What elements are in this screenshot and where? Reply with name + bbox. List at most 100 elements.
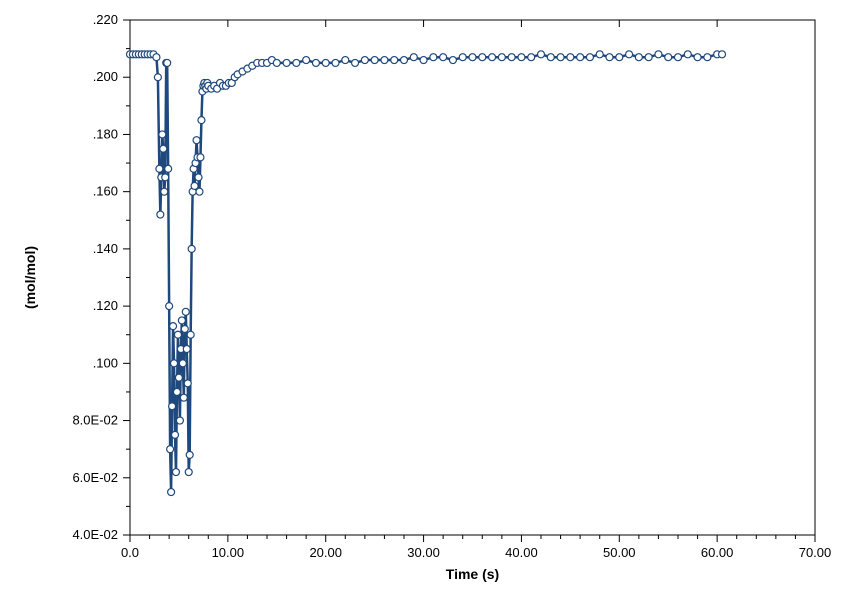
series-marker [694, 54, 701, 61]
series-marker [489, 54, 496, 61]
x-tick-label: 60.00 [701, 545, 734, 560]
series-marker [430, 54, 437, 61]
series-marker [635, 54, 642, 61]
series-marker [183, 346, 190, 353]
series-marker [528, 54, 535, 61]
series-marker [655, 51, 662, 58]
series-marker [381, 57, 388, 64]
series-marker [312, 59, 319, 66]
series-marker [449, 57, 456, 64]
series-marker [197, 154, 204, 161]
chart-svg: 0.010.0020.0030.0040.0050.0060.0070.004.… [0, 0, 864, 608]
series-marker [178, 317, 185, 324]
series-marker [156, 165, 163, 172]
series-marker [179, 360, 186, 367]
series-marker [161, 188, 168, 195]
series-marker [479, 54, 486, 61]
plot-border [130, 20, 815, 535]
x-tick-label: 30.00 [407, 545, 440, 560]
series-marker [293, 59, 300, 66]
series-marker [182, 308, 189, 315]
x-tick-label: 50.00 [603, 545, 636, 560]
series-marker [171, 360, 178, 367]
y-tick-label: .140 [93, 241, 118, 256]
y-tick-label: .220 [93, 12, 118, 27]
y-axis-label: (mol/mol) [22, 246, 38, 309]
y-tick-label: .100 [93, 355, 118, 370]
series-marker [168, 489, 175, 496]
series-marker [195, 174, 202, 181]
series-marker [166, 303, 173, 310]
series-marker [181, 326, 188, 333]
series-marker [186, 451, 193, 458]
series-marker [159, 131, 166, 138]
series-marker [283, 59, 290, 66]
series-marker [665, 54, 672, 61]
series-marker [719, 51, 726, 58]
series-marker [469, 54, 476, 61]
series-marker [332, 59, 339, 66]
series-marker [498, 54, 505, 61]
y-tick-label: 6.0E-02 [72, 470, 118, 485]
series-marker [616, 54, 623, 61]
series-marker [420, 57, 427, 64]
series-marker [567, 54, 574, 61]
series-marker [440, 54, 447, 61]
series-marker [176, 417, 183, 424]
series-marker [165, 165, 172, 172]
series-marker [518, 54, 525, 61]
series-marker [704, 54, 711, 61]
series-line [130, 54, 722, 492]
series-marker [410, 54, 417, 61]
y-tick-label: .160 [93, 184, 118, 199]
x-tick-label: 70.00 [799, 545, 832, 560]
series-marker [174, 331, 181, 338]
series-marker [596, 51, 603, 58]
y-tick-label: .180 [93, 126, 118, 141]
series-marker [401, 57, 408, 64]
series-marker [352, 59, 359, 66]
series-marker [167, 446, 174, 453]
series-marker [164, 59, 171, 66]
series-marker [303, 57, 310, 64]
series-marker [180, 394, 187, 401]
series-marker [198, 117, 205, 124]
series-marker [196, 188, 203, 195]
series-marker [577, 54, 584, 61]
series-marker [675, 54, 682, 61]
series-marker [459, 54, 466, 61]
series-marker [606, 54, 613, 61]
y-tick-label: .120 [93, 298, 118, 313]
series-marker [645, 54, 652, 61]
series-marker [361, 57, 368, 64]
series-marker [172, 431, 179, 438]
series-marker [185, 469, 192, 476]
x-tick-label: 0.0 [121, 545, 139, 560]
series-marker [538, 51, 545, 58]
series-marker [557, 54, 564, 61]
y-tick-label: 4.0E-02 [72, 527, 118, 542]
x-tick-label: 10.00 [212, 545, 245, 560]
series-marker [626, 51, 633, 58]
x-tick-label: 40.00 [505, 545, 538, 560]
series-marker [157, 211, 164, 218]
series-marker [273, 59, 280, 66]
series-marker [184, 380, 191, 387]
series-marker [154, 74, 161, 81]
series-marker [175, 374, 182, 381]
x-axis-label: Time (s) [446, 566, 499, 582]
series-marker [173, 388, 180, 395]
series-marker [188, 245, 195, 252]
y-tick-label: .200 [93, 69, 118, 84]
series-marker [508, 54, 515, 61]
series-marker [187, 331, 194, 338]
series-marker [547, 54, 554, 61]
series-marker [684, 51, 691, 58]
series-marker [193, 137, 200, 144]
series-marker [586, 54, 593, 61]
series-marker [371, 57, 378, 64]
series-marker [170, 323, 177, 330]
series-marker [162, 174, 169, 181]
series-marker [153, 54, 160, 61]
series-marker [169, 403, 176, 410]
